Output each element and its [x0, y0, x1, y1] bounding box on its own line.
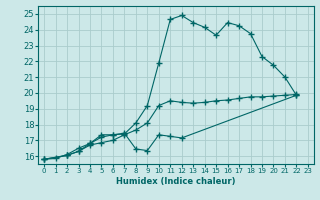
X-axis label: Humidex (Indice chaleur): Humidex (Indice chaleur): [116, 177, 236, 186]
